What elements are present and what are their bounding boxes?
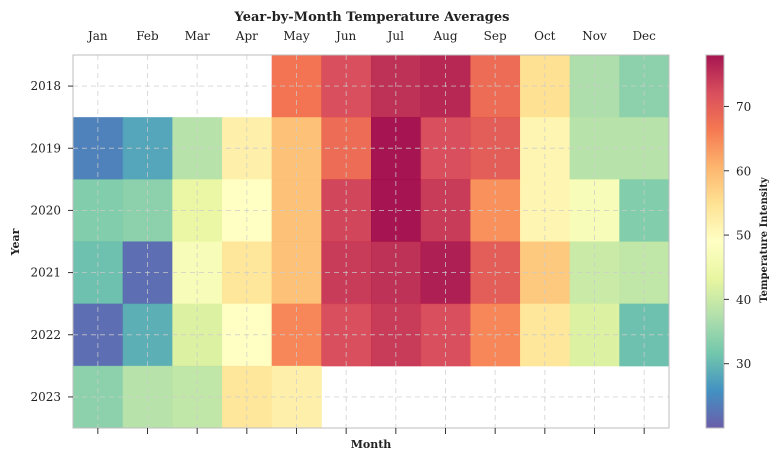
x-tick-label-jul: Jul [386, 29, 405, 43]
grid-lines [73, 55, 669, 428]
y-ticks: 2018 2019 2020 2021 2022 2023 [30, 79, 73, 404]
x-tick-label-apr: Apr [235, 29, 258, 43]
heatmap-cells [73, 55, 670, 429]
colorbar [705, 54, 725, 429]
colorbar-tick-label-30: 30 [736, 357, 751, 371]
x-tick-label-oct: Oct [534, 29, 556, 43]
y-tick-label-2018: 2018 [30, 79, 61, 93]
y-tick-label-2022: 2022 [30, 328, 61, 342]
x-tick-label-feb: Feb [136, 29, 159, 43]
x-tick-label-nov: Nov [582, 29, 607, 43]
x-tick-label-mar: Mar [185, 29, 210, 43]
x-axis-label: Month [351, 438, 392, 451]
colorbar-tick-label-70: 70 [736, 100, 751, 114]
colorbar-tick-label-50: 50 [736, 229, 751, 243]
x-tick-label-aug: Aug [432, 29, 457, 43]
y-tick-label-2020: 2020 [30, 203, 61, 217]
y-tick-label-2019: 2019 [30, 141, 61, 155]
y-axis-label: Year [9, 228, 22, 256]
x-tick-label-jun: Jun [334, 29, 357, 43]
x-tick-label-jan: Jan [86, 29, 108, 43]
colorbar-tick-label-40: 40 [736, 293, 751, 307]
colorbar-tick-label-60: 60 [736, 164, 751, 178]
chart-title: Year-by-Month Temperature Averages [234, 10, 510, 25]
x-tick-label-dec: Dec [632, 29, 656, 43]
x-tick-label-sep: Sep [484, 29, 507, 43]
y-tick-label-2021: 2021 [30, 266, 61, 280]
y-tick-label-2023: 2023 [30, 390, 61, 404]
colorbar-ticks: 30 40 50 60 70 [724, 100, 751, 371]
colorbar-label: Temperature Intensity [759, 176, 770, 303]
plot-frame [72, 54, 670, 429]
x-tick-label-may: May [283, 29, 309, 43]
x-ticks: Jan Feb Mar Apr May Jun Jul Aug Sep Oct Nov Dec [86, 29, 656, 434]
